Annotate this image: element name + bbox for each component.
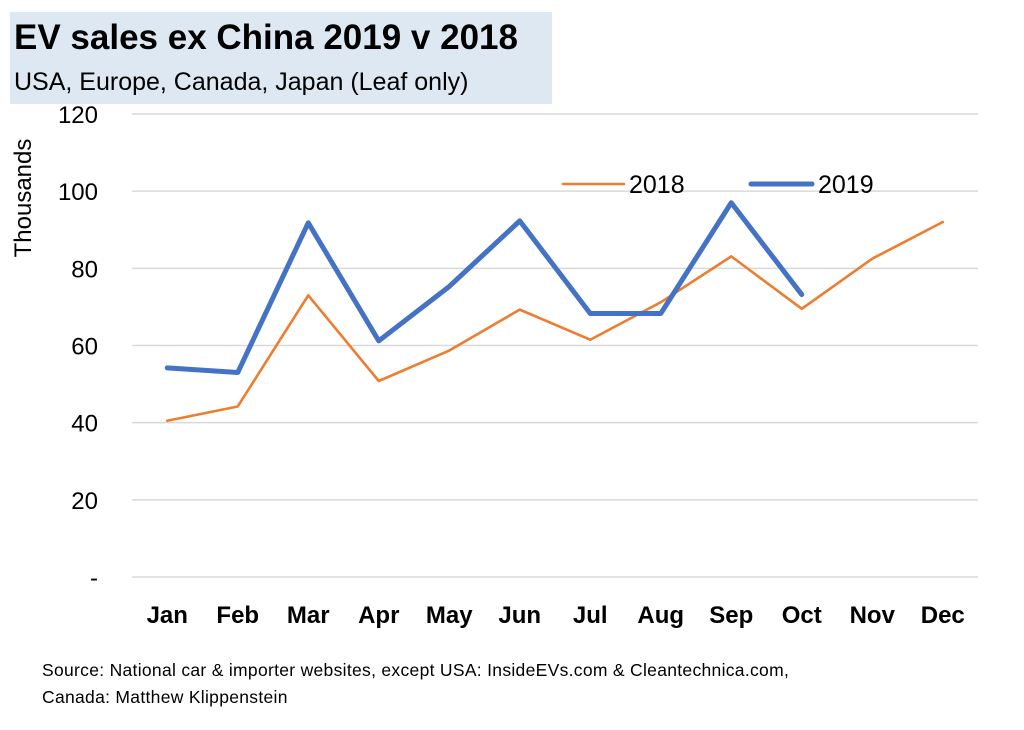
source-note: Source: National car & importer websites… <box>42 657 789 711</box>
source-line-2: Canada: Matthew Klippenstein <box>42 687 288 707</box>
x-tick-label-may: May <box>426 602 473 629</box>
y-axis-label: Thousands <box>10 139 37 258</box>
x-tick-label-apr: Apr <box>358 602 399 629</box>
y-tick-label: 80 <box>71 256 98 283</box>
y-tick-label: 120 <box>58 102 98 129</box>
source-line-1: Source: National car & importer websites… <box>42 660 790 680</box>
series-line-2019 <box>164 200 805 376</box>
series-line-2018 <box>165 220 945 423</box>
title-box <box>10 12 552 104</box>
x-tick-label-jun: Jun <box>498 602 541 629</box>
x-tick-label-aug: Aug <box>637 602 684 629</box>
chart-subtitle: USA, Europe, Canada, Japan (Leaf only) <box>14 68 469 96</box>
x-tick-label-nov: Nov <box>850 602 896 629</box>
legend-label-2018: 2018 <box>629 171 685 199</box>
x-tick-label-jul: Jul <box>573 602 608 629</box>
x-tick-label-sep: Sep <box>709 602 753 629</box>
chart-title: EV sales ex China 2019 v 2018 <box>14 18 518 57</box>
x-tick-label-jan: Jan <box>147 602 188 629</box>
x-tick-label-oct: Oct <box>782 602 822 629</box>
y-tick-label: 100 <box>58 179 98 206</box>
y-tick-label: 60 <box>71 334 98 361</box>
y-tick-label: - <box>90 565 98 592</box>
y-tick-label: 40 <box>71 411 98 438</box>
x-tick-label-feb: Feb <box>216 602 259 629</box>
legend-label-2019: 2019 <box>818 171 874 199</box>
y-tick-label: 20 <box>71 488 98 515</box>
x-tick-label-dec: Dec <box>921 602 965 629</box>
x-tick-label-mar: Mar <box>287 602 330 629</box>
